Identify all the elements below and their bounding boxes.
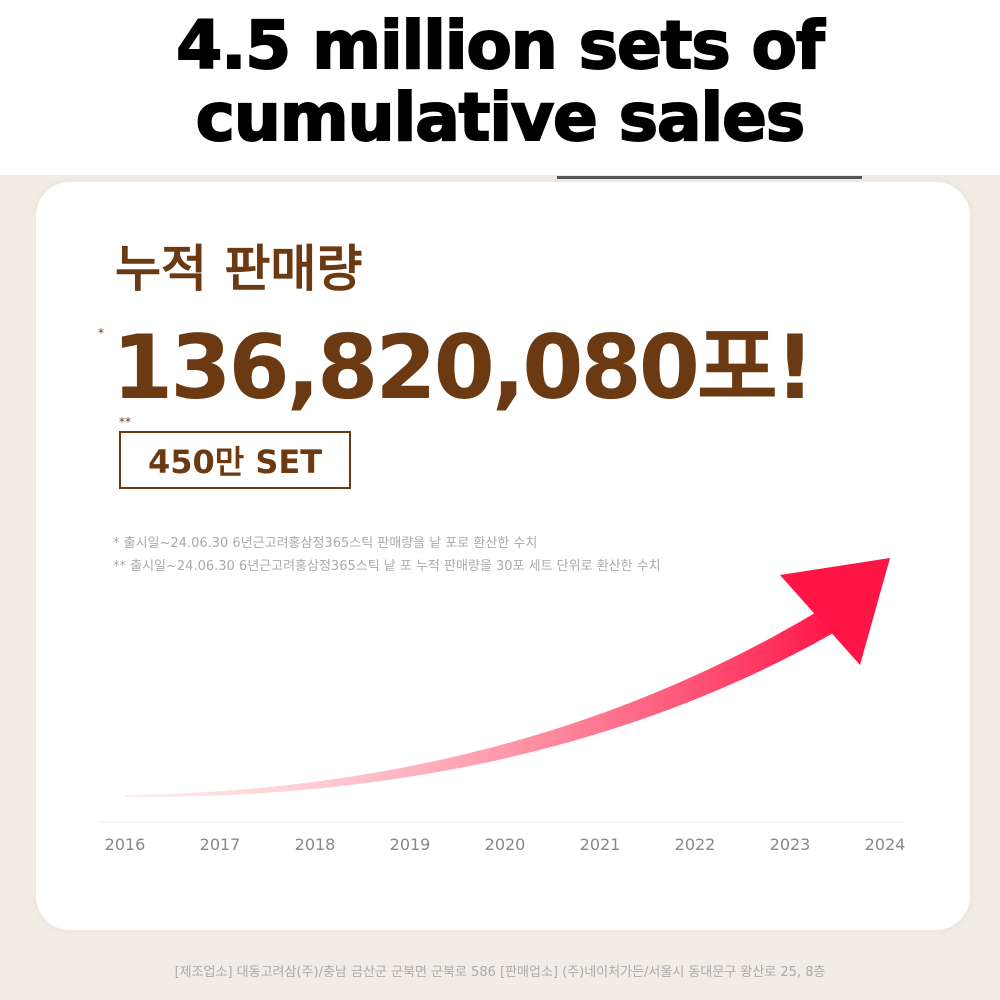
sales-count: 136,820,080포! bbox=[112, 316, 815, 419]
year-tick: 2017 bbox=[199, 835, 241, 854]
footnote-2: ** 출시일~24.06.30 6년근고려홍삼정365스틱 낱 포 누적 판매량… bbox=[113, 559, 661, 574]
headline: 4.5 million sets of cumulative sales bbox=[0, 7, 1000, 156]
year-tick: 2023 bbox=[769, 835, 811, 854]
year-tick: 2022 bbox=[674, 835, 716, 854]
footnote-mark-2: ** bbox=[119, 415, 131, 429]
sets-badge: 450만 SET bbox=[119, 431, 351, 489]
year-tick: 2016 bbox=[104, 835, 146, 854]
divider bbox=[557, 176, 862, 179]
cumulative-sales-label: 누적 판매량 bbox=[115, 240, 363, 298]
year-tick: 2021 bbox=[579, 835, 621, 854]
sales-card bbox=[36, 182, 970, 930]
year-tick: 2019 bbox=[389, 835, 431, 854]
year-tick: 2024 bbox=[864, 835, 906, 854]
footnote-mark-1: * bbox=[98, 326, 104, 340]
headline-line-1: 4.5 million sets of bbox=[175, 7, 825, 84]
arrow-head-icon bbox=[780, 558, 890, 665]
year-axis: 2016 2017 2018 2019 2020 2021 2022 2023 … bbox=[80, 835, 930, 854]
company-info-footer: [제조업소] 대동고려삼(주)/충남 금산군 군북면 군북로 586 [판매업소… bbox=[174, 965, 826, 980]
arrow-body bbox=[125, 610, 835, 798]
footnote-1: * 출시일~24.06.30 6년근고려홍삼정365스틱 판매량을 낱 포로 환… bbox=[113, 536, 538, 551]
year-tick: 2018 bbox=[294, 835, 336, 854]
headline-line-2: cumulative sales bbox=[195, 79, 806, 156]
year-tick: 2020 bbox=[484, 835, 526, 854]
